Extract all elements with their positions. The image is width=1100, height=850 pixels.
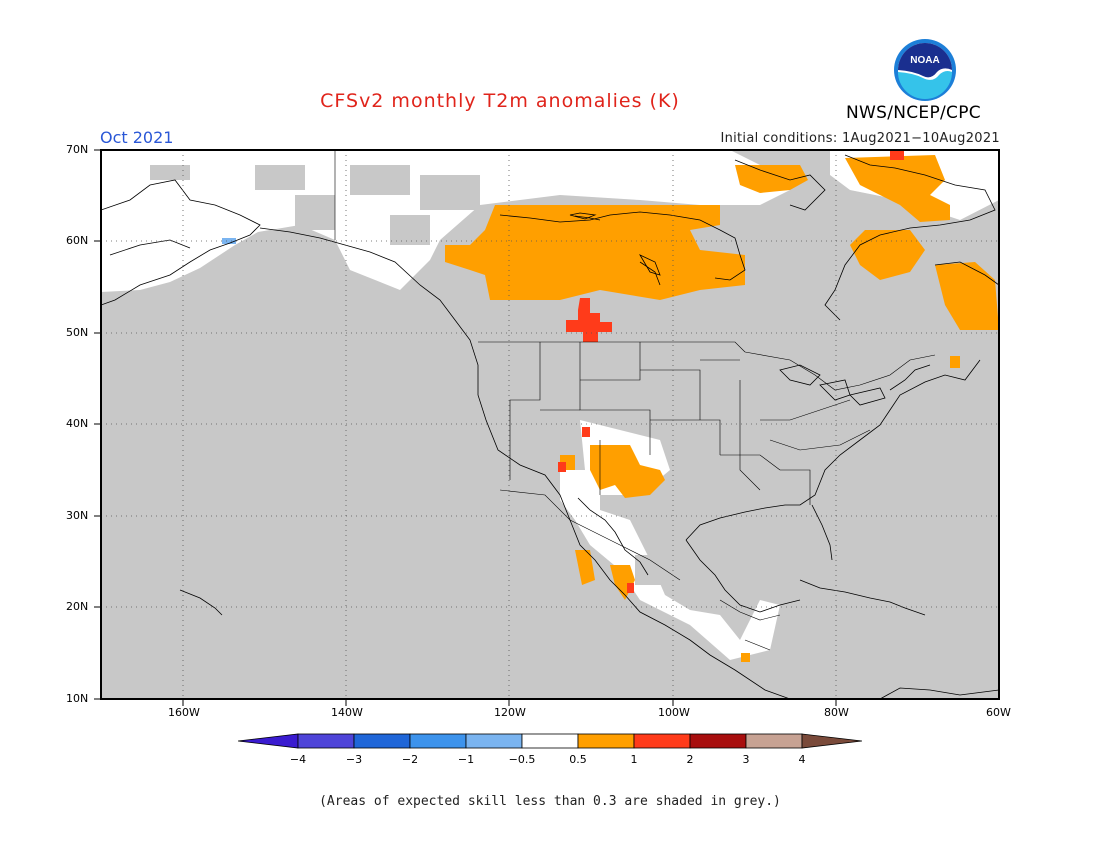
boundaries — [334, 150, 936, 651]
colorbar-swatch-1 — [297, 733, 355, 749]
colorbar-swatch-5 — [521, 733, 579, 749]
lat-label-30n: 30N — [66, 509, 89, 522]
skill-note: (Areas of expected skill less than 0.3 a… — [319, 794, 781, 809]
organization-label: NWS/NCEP/CPC — [846, 103, 981, 123]
colorbar-label: 1 — [631, 753, 638, 766]
blue-spot — [222, 238, 236, 244]
ticks — [94, 149, 837, 706]
colorbar-label: −4 — [290, 753, 306, 766]
lakes — [569, 212, 886, 406]
forecast-month: Oct 2021 — [100, 128, 174, 147]
colorbar-swatch-2 — [353, 733, 411, 749]
colorbar-swatch-7 — [633, 733, 691, 749]
coastlines — [101, 154, 999, 699]
colorbar-swatch-3 — [409, 733, 467, 749]
lon-label-60w: 60W — [986, 706, 1011, 719]
colorbar-label: 2 — [687, 753, 694, 766]
lat-label-40n: 40N — [66, 417, 89, 430]
logo-text: NOAA — [910, 55, 939, 66]
colorbar-swatch-4 — [465, 733, 523, 749]
colorbar-swatch-6 — [577, 733, 635, 749]
orange-regions — [445, 155, 999, 662]
lon-label-160w: 160W — [168, 706, 200, 719]
lat-label-10n: 10N — [66, 692, 89, 705]
noaa-logo: NOAA — [894, 39, 956, 101]
red-regions — [558, 150, 904, 593]
colorbar-swatch-8 — [689, 733, 747, 749]
initial-conditions: Initial conditions: 1Aug2021−10Aug2021 — [720, 131, 1000, 146]
colorbar-label: −1 — [458, 753, 474, 766]
map-title: CFSv2 monthly T2m anomalies (K) — [320, 90, 680, 112]
colorbar-swatch-9 — [745, 733, 803, 749]
lat-label-60n: 60N — [66, 234, 89, 247]
colorbar-label: 4 — [799, 753, 806, 766]
colorbar-label: −3 — [346, 753, 362, 766]
colorbar: −4 −3 −2 −1 −0.5 0.5 1 2 3 4 — [238, 733, 862, 766]
lon-label-100w: 100W — [658, 706, 690, 719]
colorbar-arrow-left — [238, 733, 299, 749]
colorbar-arrow-right — [801, 733, 862, 749]
colorbar-label: −2 — [402, 753, 418, 766]
colorbar-label: 0.5 — [569, 753, 587, 766]
lon-label-140w: 140W — [331, 706, 363, 719]
lon-label-80w: 80W — [824, 706, 849, 719]
lat-label-20n: 20N — [66, 600, 89, 613]
lat-label-50n: 50N — [66, 326, 89, 339]
colorbar-label: 3 — [743, 753, 750, 766]
lat-label-70n: 70N — [66, 143, 89, 156]
lon-label-120w: 120W — [494, 706, 526, 719]
colorbar-label: −0.5 — [509, 753, 536, 766]
